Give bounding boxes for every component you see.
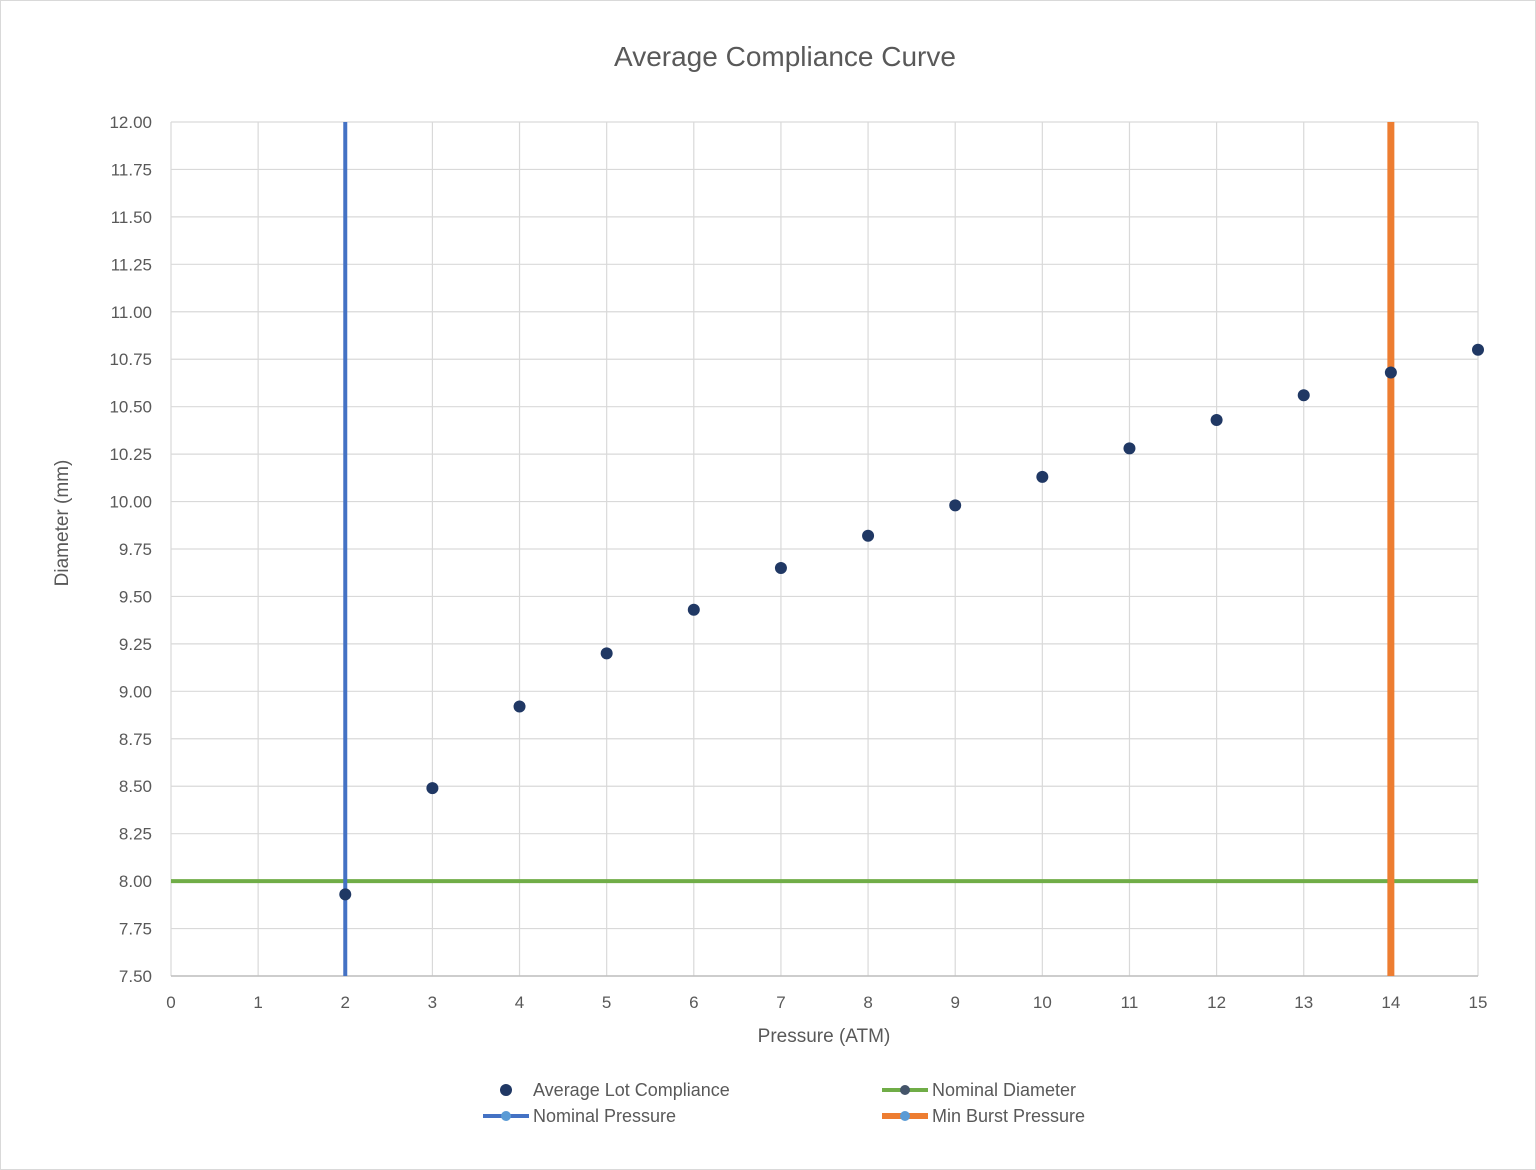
legend-marker bbox=[500, 1084, 512, 1096]
x-tick-label: 9 bbox=[950, 993, 959, 1012]
x-tick-label: 6 bbox=[689, 993, 698, 1012]
data-point bbox=[339, 888, 352, 901]
data-point bbox=[1210, 413, 1223, 426]
x-axis-label: Pressure (ATM) bbox=[758, 1026, 891, 1047]
y-tick-label: 9.00 bbox=[119, 682, 152, 701]
x-tick-label: 7 bbox=[776, 993, 785, 1012]
data-point bbox=[687, 603, 700, 616]
reference-lines bbox=[171, 122, 1478, 976]
data-point bbox=[862, 529, 875, 542]
x-tick-label: 1 bbox=[253, 993, 262, 1012]
data-point bbox=[1384, 366, 1397, 379]
data-point bbox=[1472, 343, 1484, 356]
data-point bbox=[426, 782, 439, 795]
data-point bbox=[1123, 442, 1136, 455]
legend-item: Average Lot Compliance bbox=[500, 1080, 730, 1100]
y-tick-label: 11.25 bbox=[111, 255, 152, 274]
x-tick-label: 15 bbox=[1469, 993, 1488, 1012]
y-tick-label: 11.75 bbox=[111, 160, 152, 179]
x-tick-label: 13 bbox=[1294, 993, 1313, 1012]
x-tick-label: 10 bbox=[1033, 993, 1052, 1012]
data-point bbox=[600, 647, 613, 660]
x-tick-label: 14 bbox=[1381, 993, 1400, 1012]
data-point bbox=[1297, 389, 1310, 402]
y-tick-label: 8.50 bbox=[119, 777, 152, 796]
y-tick-label: 12.00 bbox=[109, 113, 152, 132]
x-tick-label: 2 bbox=[341, 993, 350, 1012]
y-tick-label: 10.00 bbox=[109, 493, 152, 512]
x-tick-label: 4 bbox=[515, 993, 524, 1012]
gridlines bbox=[170, 121, 1479, 977]
legend-label: Min Burst Pressure bbox=[932, 1106, 1085, 1126]
y-tick-label: 9.75 bbox=[119, 540, 152, 559]
legend-item: Min Burst Pressure bbox=[882, 1106, 1085, 1126]
x-axis-ticks: 0 1 2 3 4 5 6 7 8 9 10 11 12 13 14 15 bbox=[166, 993, 1487, 1012]
y-axis-ticks: 7.50 7.75 8.00 8.25 8.50 8.75 9.00 9.25 9.50 9.75… bbox=[109, 113, 152, 986]
data-points bbox=[339, 343, 1484, 901]
x-tick-label: 11 bbox=[1121, 993, 1139, 1012]
y-tick-label: 8.00 bbox=[119, 872, 152, 891]
data-point bbox=[513, 700, 526, 713]
x-tick-label: 12 bbox=[1207, 993, 1226, 1012]
legend-item: Nominal Diameter bbox=[882, 1080, 1076, 1100]
legend: Average Lot Compliance Nominal Diameter No… bbox=[483, 1080, 1085, 1126]
legend-marker bbox=[900, 1085, 910, 1095]
y-tick-label: 9.25 bbox=[119, 635, 152, 654]
y-tick-label: 11.50 bbox=[111, 208, 152, 227]
legend-label: Nominal Diameter bbox=[932, 1080, 1076, 1100]
x-tick-label: 8 bbox=[863, 993, 872, 1012]
y-tick-label: 8.25 bbox=[119, 825, 152, 844]
y-tick-label: 7.50 bbox=[119, 967, 152, 986]
legend-label: Average Lot Compliance bbox=[533, 1080, 730, 1100]
x-tick-label: 3 bbox=[428, 993, 437, 1012]
y-tick-label: 10.75 bbox=[109, 350, 152, 369]
data-point bbox=[1036, 470, 1049, 483]
y-tick-label: 7.75 bbox=[119, 920, 152, 939]
x-tick-label: 0 bbox=[166, 993, 175, 1012]
y-tick-label: 8.75 bbox=[119, 730, 152, 749]
legend-item: Nominal Pressure bbox=[483, 1106, 676, 1126]
y-tick-label: 11.00 bbox=[111, 303, 152, 322]
y-axis-label: Diameter (mm) bbox=[52, 460, 73, 587]
y-tick-label: 10.50 bbox=[109, 398, 152, 417]
data-point bbox=[774, 561, 787, 574]
chart-title: Average Compliance Curve bbox=[614, 41, 956, 72]
legend-label: Nominal Pressure bbox=[533, 1106, 676, 1126]
legend-marker bbox=[900, 1111, 910, 1121]
y-tick-label: 10.25 bbox=[109, 445, 152, 464]
legend-marker bbox=[501, 1111, 511, 1121]
x-tick-label: 5 bbox=[602, 993, 611, 1012]
y-tick-label: 9.50 bbox=[119, 587, 152, 606]
data-point bbox=[949, 499, 962, 512]
